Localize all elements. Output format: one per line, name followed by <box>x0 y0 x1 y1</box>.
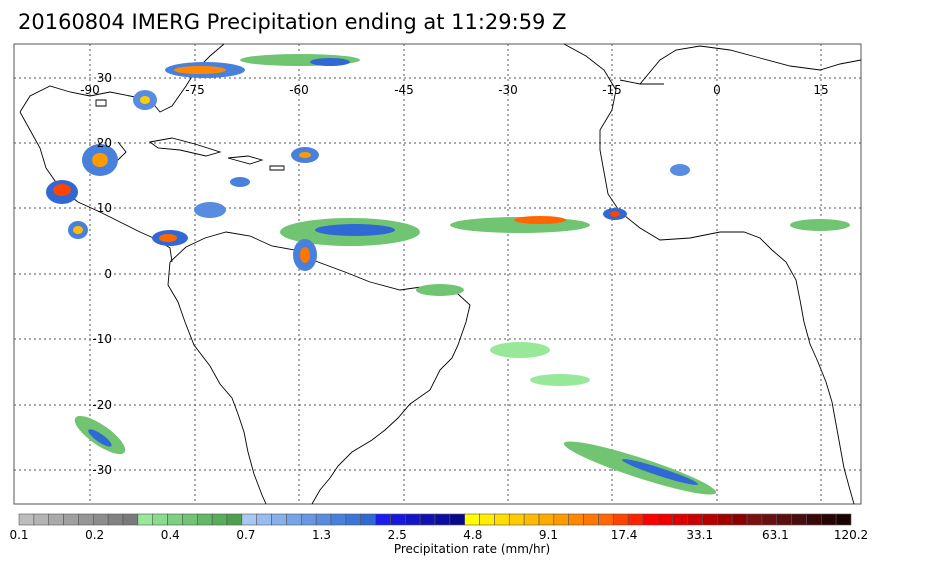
colorbar-swatch <box>702 513 718 526</box>
colorbar-swatch <box>642 513 659 526</box>
colorbar-tick-label: 0.2 <box>85 528 105 542</box>
lat-label: -20 <box>92 398 112 412</box>
colorbar-swatch <box>315 513 332 526</box>
colorbar-swatch <box>612 513 629 526</box>
colorbar-swatch <box>791 513 807 526</box>
colorbar-swatch <box>568 513 584 526</box>
map-title: 20160804 IMERG Precipitation ending at 1… <box>18 10 567 34</box>
colorbar-swatch <box>78 513 94 526</box>
colorbar-swatch <box>330 513 347 526</box>
lon-label: -60 <box>289 83 309 97</box>
colorbar-tick-label: 17.4 <box>610 528 638 542</box>
colorbar-title: Precipitation rate (mm/hr) <box>393 542 551 556</box>
colorbar-tick-label: 120.2 <box>833 528 869 542</box>
colorbar-tick-label: 4.8 <box>463 528 483 542</box>
lon-label: -45 <box>394 83 414 97</box>
colorbar-swatch <box>48 513 64 526</box>
lat-label: -30 <box>92 463 112 477</box>
colorbar-swatch <box>672 513 688 526</box>
colorbar-tick-label: 2.5 <box>387 528 407 542</box>
colorbar <box>18 513 852 526</box>
colorbar-swatch <box>63 513 79 526</box>
colorbar-swatch <box>360 513 376 526</box>
colorbar-swatch <box>806 513 822 526</box>
colorbar-tick-label: 0.1 <box>9 528 29 542</box>
map-frame <box>13 43 862 505</box>
colorbar-swatch <box>182 513 198 526</box>
graticule <box>14 44 861 504</box>
colorbar-swatch <box>18 513 35 526</box>
colorbar-swatch <box>390 513 406 526</box>
colorbar-tick-label: 33.1 <box>686 528 714 542</box>
colorbar-swatch <box>211 513 228 526</box>
longitude-labels: -90 -75 -60 -45 -30 -15 0 15 <box>80 83 828 97</box>
colorbar-swatch <box>345 513 362 526</box>
colorbar-swatch <box>746 513 763 526</box>
lon-label: -15 <box>602 83 622 97</box>
colorbar-tick-label: 0.7 <box>236 528 256 542</box>
colorbar-tick-label: 63.1 <box>762 528 789 542</box>
lon-label: -75 <box>185 83 205 97</box>
colorbar-swatch <box>256 513 272 526</box>
colorbar-swatch <box>419 513 436 526</box>
colorbar-swatch <box>107 513 124 526</box>
colorbar-swatch <box>716 513 733 526</box>
precipitation-field <box>46 54 850 495</box>
colorbar-tick-label: 0.4 <box>160 528 180 542</box>
colorbar-swatch <box>241 513 258 526</box>
colorbar-swatch <box>583 513 599 526</box>
colorbar-swatch <box>300 513 317 526</box>
lon-label: 0 <box>713 83 721 97</box>
colorbar-swatch <box>657 513 674 526</box>
colorbar-swatch <box>92 513 109 526</box>
colorbar-swatch <box>538 513 555 526</box>
colorbar-swatch <box>464 513 480 526</box>
colorbar-swatch <box>404 513 421 526</box>
latitude-labels: 30 20 10 0 -10 -20 -30 <box>92 71 112 477</box>
colorbar-swatch <box>523 513 540 526</box>
colorbar-swatch <box>776 513 792 526</box>
lat-label: 0 <box>104 267 112 281</box>
lon-label: -30 <box>498 83 518 97</box>
colorbar-swatch <box>508 513 525 526</box>
colorbar-swatch <box>375 513 391 526</box>
colorbar-swatch <box>627 513 644 526</box>
colorbar-swatch <box>434 513 451 526</box>
lat-label: 30 <box>97 71 112 85</box>
colorbar-swatch <box>152 513 168 526</box>
colorbar-swatch <box>271 513 287 526</box>
lat-label: 10 <box>97 201 112 215</box>
colorbar-swatch <box>479 513 495 526</box>
lon-label: -90 <box>80 83 100 97</box>
colorbar-swatch <box>286 513 302 526</box>
colorbar-swatch <box>761 513 778 526</box>
colorbar-tick-label: 9.1 <box>538 528 558 542</box>
colorbar-swatch <box>835 513 852 526</box>
lat-label: 20 <box>97 136 112 150</box>
colorbar-swatch <box>449 513 466 526</box>
lat-label: -10 <box>92 332 112 346</box>
colorbar-swatch <box>167 513 183 526</box>
colorbar-swatch <box>731 513 748 526</box>
colorbar-swatch <box>494 513 510 526</box>
colorbar-swatch <box>820 513 837 526</box>
colorbar-swatch <box>226 513 243 526</box>
colorbar-swatch <box>33 513 50 526</box>
colorbar-swatch <box>553 513 570 526</box>
colorbar-swatch <box>196 513 213 526</box>
colorbar-swatch <box>687 513 703 526</box>
colorbar-swatch <box>122 513 139 526</box>
colorbar-swatch <box>598 513 614 526</box>
colorbar-swatch <box>137 513 154 526</box>
lon-label: 15 <box>813 83 828 97</box>
colorbar-tick-label: 1.3 <box>311 528 332 542</box>
